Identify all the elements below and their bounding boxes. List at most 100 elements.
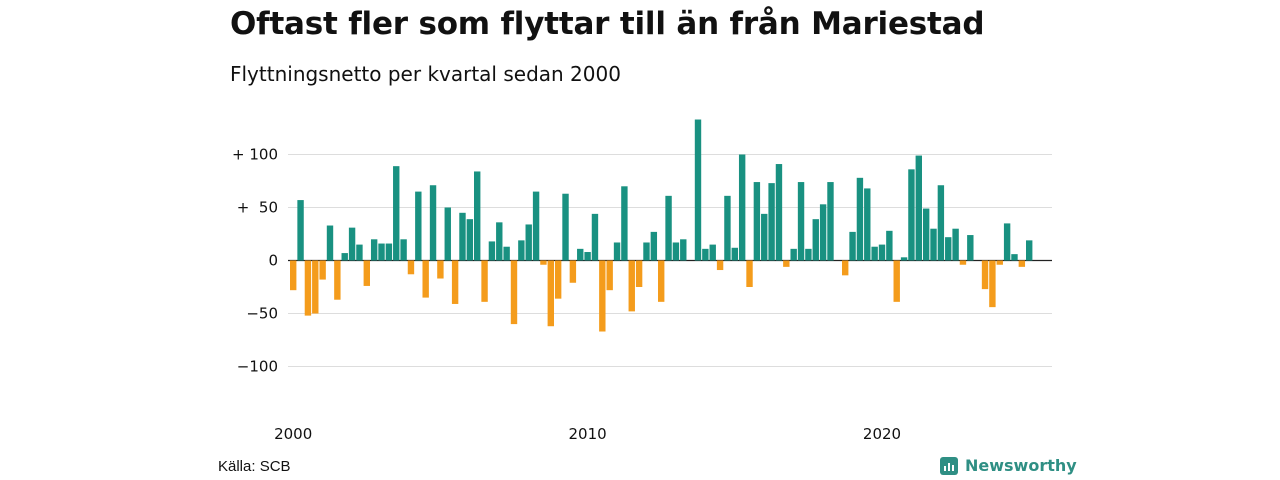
bar	[849, 231, 856, 261]
bar	[775, 164, 783, 261]
bar	[393, 166, 400, 261]
bar	[893, 260, 900, 302]
bar	[496, 222, 503, 261]
bar	[348, 227, 356, 261]
bar	[547, 260, 554, 327]
bar	[356, 244, 363, 261]
bar	[878, 244, 886, 261]
bar	[429, 185, 437, 261]
bar	[562, 193, 569, 261]
bar	[532, 191, 540, 261]
bar	[937, 185, 945, 261]
bar	[370, 239, 378, 261]
bar	[738, 154, 746, 261]
x-tick-label: 2020	[863, 425, 901, 443]
bar	[967, 235, 974, 261]
bar	[444, 207, 451, 261]
bar	[385, 243, 393, 261]
bars	[290, 119, 1033, 332]
bar	[930, 228, 937, 261]
bar	[554, 260, 562, 299]
bar	[525, 224, 532, 261]
bar	[378, 243, 385, 261]
bar	[768, 183, 775, 261]
y-tick-label: + 100	[232, 146, 278, 164]
bar	[650, 231, 658, 261]
chart-title: Oftast fler som flyttar till än från Mar…	[230, 6, 985, 42]
bar	[341, 253, 348, 261]
bar	[746, 260, 753, 287]
bar	[996, 260, 1003, 265]
bar	[959, 260, 967, 265]
chart-subtitle: Flyttningsnetto per kvartal sedan 2000	[230, 62, 621, 86]
bar	[577, 248, 584, 261]
source-note: Källa: SCB	[218, 458, 291, 475]
bar	[466, 219, 474, 261]
bar	[716, 260, 724, 271]
bar	[952, 228, 959, 261]
bar	[474, 171, 481, 261]
bar	[628, 260, 635, 312]
bar	[856, 177, 864, 261]
y-tick-label: 0	[268, 252, 278, 270]
bar	[451, 260, 459, 304]
bar	[459, 212, 466, 261]
bar	[643, 242, 650, 261]
bar	[1026, 240, 1033, 261]
bar	[599, 260, 606, 332]
bar	[415, 191, 422, 261]
bar	[724, 195, 731, 261]
bar	[790, 248, 797, 261]
x-axis-labels: 2000 2010 2020	[274, 425, 901, 443]
bar	[827, 182, 834, 261]
y-tick-label: −50	[246, 305, 278, 323]
bar	[407, 260, 415, 275]
bar	[900, 257, 908, 261]
x-tick-label: 2010	[569, 425, 607, 443]
bar	[915, 155, 922, 261]
bar-chart: + 100 + 50 0 −50 −100 2000 2010 2020	[232, 119, 1052, 443]
bar	[981, 260, 989, 290]
bar	[540, 260, 547, 265]
bar	[510, 260, 518, 325]
bar	[753, 182, 761, 261]
bar	[886, 230, 893, 261]
bar	[621, 186, 628, 261]
bar-chart-icon	[940, 456, 958, 475]
bar	[334, 260, 341, 300]
bar	[613, 242, 621, 261]
bar	[989, 260, 996, 308]
bar	[680, 239, 687, 261]
brand-name: Newsworthy	[965, 456, 1077, 475]
bar	[297, 200, 304, 261]
bar	[1003, 223, 1011, 261]
bar	[290, 260, 297, 291]
bar	[922, 208, 930, 261]
bar	[709, 244, 716, 261]
bar	[1018, 260, 1026, 267]
bar	[591, 213, 599, 261]
bar	[319, 260, 326, 280]
x-tick-label: 2000	[274, 425, 312, 443]
bar	[326, 225, 334, 261]
bar	[812, 219, 819, 261]
bar	[672, 242, 680, 261]
bar	[584, 252, 591, 261]
y-axis-labels: + 100 + 50 0 −50 −100	[232, 146, 278, 376]
bar	[569, 260, 577, 283]
bar	[908, 169, 915, 261]
bar	[945, 237, 952, 261]
bar	[658, 260, 665, 302]
bar	[363, 260, 370, 286]
bar	[518, 240, 525, 261]
bar	[665, 195, 672, 261]
bar	[761, 213, 768, 261]
bar	[635, 260, 643, 287]
bar	[437, 260, 444, 279]
bar	[694, 119, 702, 261]
bar	[864, 188, 871, 261]
bar	[304, 260, 312, 316]
bar	[871, 246, 878, 261]
bar	[702, 248, 709, 261]
newsworthy-logo[interactable]: Newsworthy	[940, 456, 1077, 475]
